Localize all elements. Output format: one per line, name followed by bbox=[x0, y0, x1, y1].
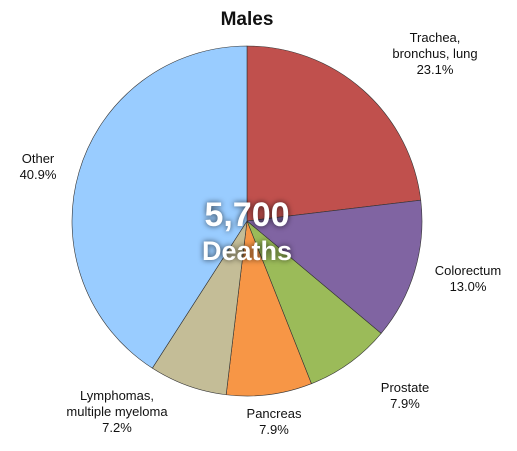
slice bbox=[71, 45, 248, 369]
value-label: 40.9% bbox=[20, 167, 57, 182]
slice-label: Pancreas bbox=[247, 406, 302, 421]
slice-label: Colorectum bbox=[435, 263, 501, 278]
value-label: 7.9% bbox=[259, 422, 289, 437]
slice-label: Lymphomas, multiple myeloma bbox=[66, 388, 168, 419]
center-caption: Deaths bbox=[202, 236, 292, 266]
chart-title: Males bbox=[221, 9, 274, 30]
value-label: 7.9% bbox=[390, 396, 420, 411]
pie bbox=[71, 45, 423, 397]
value-label: 23.1% bbox=[417, 62, 454, 77]
slice-label: Other bbox=[22, 151, 55, 166]
slice-label: Prostate bbox=[381, 380, 429, 395]
value-label: 13.0% bbox=[450, 279, 487, 294]
slice bbox=[246, 45, 422, 222]
slice bbox=[246, 199, 423, 334]
center-total: 5,700 bbox=[204, 196, 289, 234]
slice-label: Trachea, bronchus, lung bbox=[392, 30, 477, 61]
value-label: 7.2% bbox=[102, 420, 132, 435]
